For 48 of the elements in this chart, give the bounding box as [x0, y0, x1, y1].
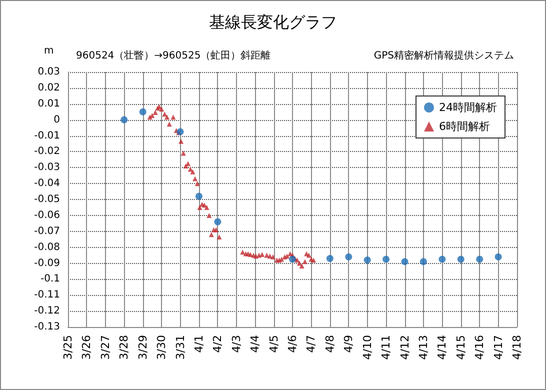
x-tick-label: 3/31: [174, 335, 187, 360]
y-tick-label: -0.11: [34, 290, 60, 301]
y-tick-label: 0.02: [38, 82, 60, 94]
x-tick-label: 4/8: [323, 335, 336, 353]
x-tick-label: 4/5: [267, 335, 280, 353]
x-tick-label: 3/28: [118, 335, 131, 360]
x-tick-label: 4/10: [360, 335, 374, 360]
y-tick-label: -0.06: [34, 210, 60, 221]
x-tick-label: 4/4: [248, 335, 262, 353]
y-tick-label: -0.1: [40, 274, 60, 285]
text: GPS精密解析情報提供システム: [374, 50, 514, 62]
x-tick-label: 4/2: [211, 335, 224, 353]
x-tick-label: 3/27: [98, 335, 112, 360]
y-axis-title: m: [44, 46, 54, 56]
x-tick-label: 4/11: [380, 335, 393, 360]
y-tick-label: -0.05: [34, 194, 60, 205]
x-tick-label: 4/13: [416, 335, 430, 360]
y-tick-label: 0: [54, 114, 60, 126]
x-tick-label: 4/16: [473, 335, 486, 360]
legend-label: 24時間解析: [439, 101, 498, 114]
y-tick-label: 0.01: [38, 98, 60, 110]
x-tick-label: 4/1: [192, 335, 206, 353]
y-tick-label: -0.07: [34, 226, 60, 237]
x-tick-label: 4/9: [342, 335, 356, 353]
x-tick-label: 4/3: [230, 335, 243, 353]
chart-subtitle: 960524（壮瞥）→960525（虻田）斜距離: [76, 50, 271, 62]
x-tick-label: 4/18: [510, 335, 524, 360]
y-tick-label: -0.02: [34, 146, 60, 158]
x-tick-label: 3/29: [136, 335, 150, 360]
y-tick-label: -0.13: [34, 322, 60, 332]
x-tick-label: 3/26: [80, 335, 94, 360]
legend-label: 6時間解析: [439, 120, 490, 133]
chart-title: 基線長変化グラフ: [209, 12, 337, 32]
x-tick-label: 3/30: [155, 335, 168, 360]
y-tick-label: -0.03: [34, 162, 60, 174]
x-tick-label: 4/7: [304, 335, 318, 353]
y-tick-label: 0.03: [38, 66, 60, 78]
x-tick-label: 4/14: [436, 335, 449, 360]
y-tick-label: -0.04: [34, 178, 60, 190]
y-tick-label: -0.09: [34, 258, 60, 269]
y-tick-label: -0.08: [34, 242, 60, 253]
x-tick-label: 4/12: [398, 335, 412, 360]
y-tick-label: -0.12: [34, 306, 60, 317]
x-tick-label: 4/6: [286, 335, 299, 353]
x-tick-label: 4/15: [454, 335, 468, 360]
x-tick-label: 3/25: [62, 335, 74, 360]
x-tick-label: 4/17: [492, 335, 505, 360]
y-tick-label: -0.01: [34, 130, 60, 142]
